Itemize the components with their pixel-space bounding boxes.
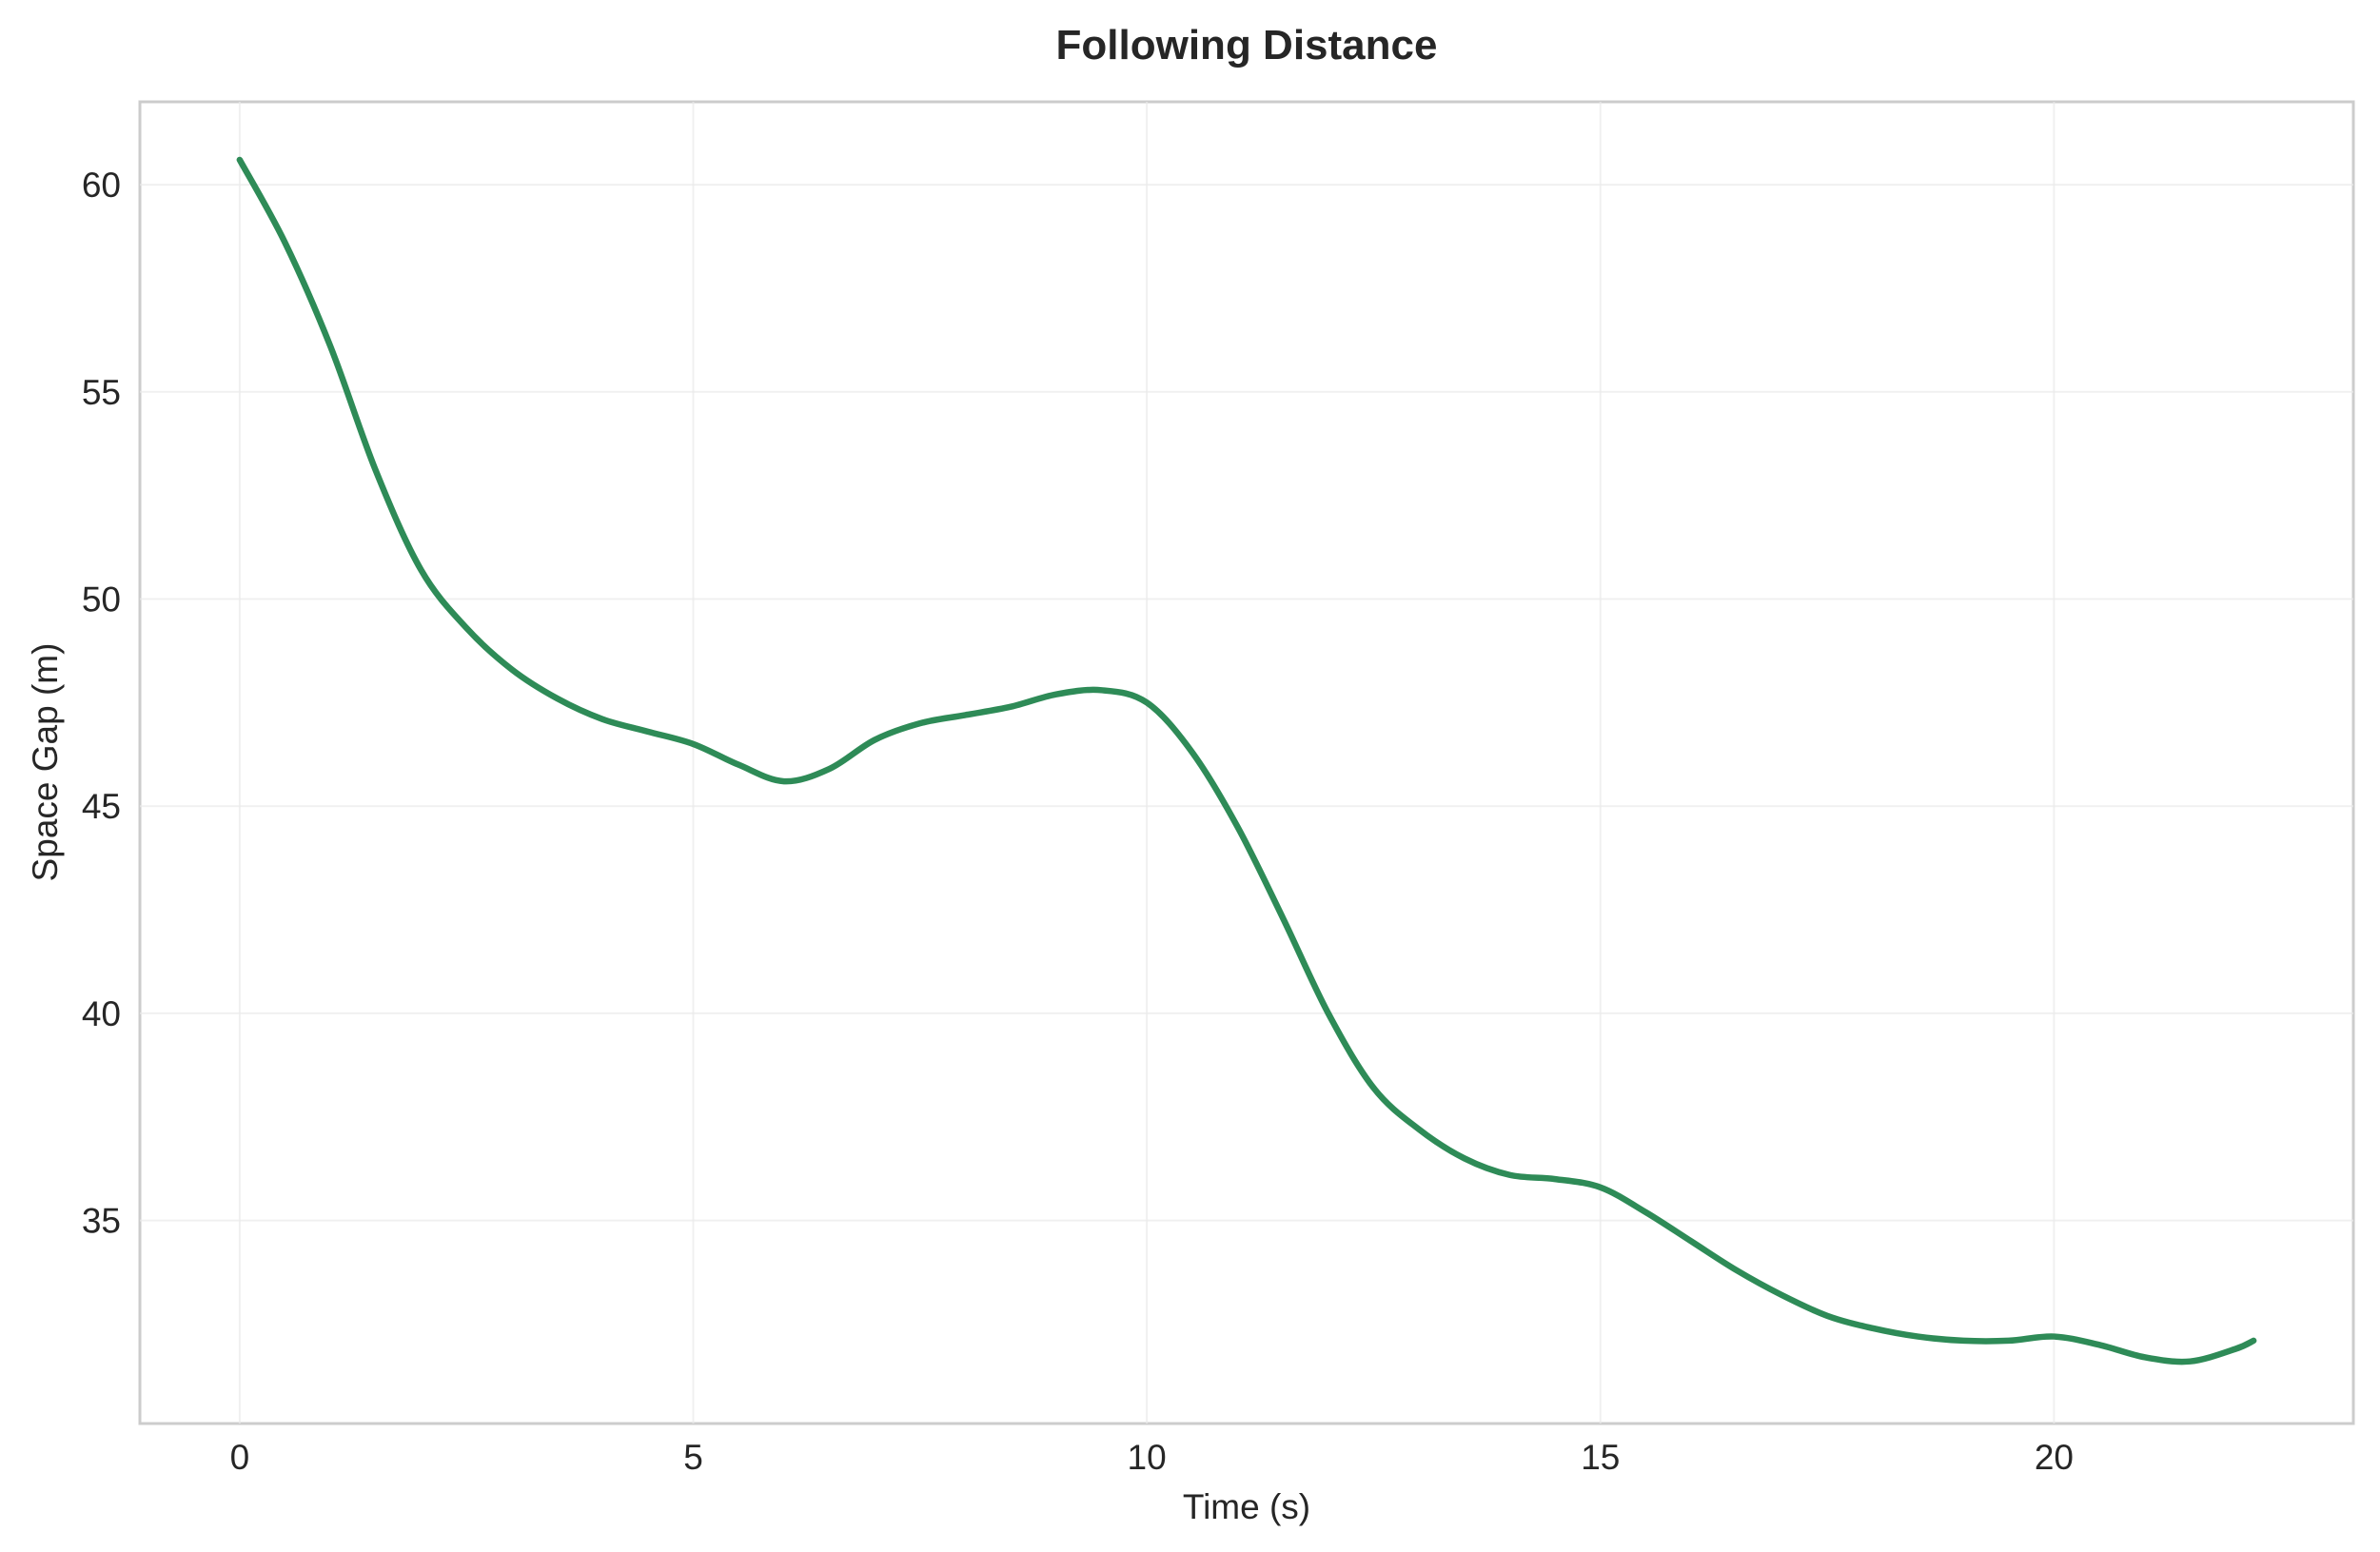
plot-area xyxy=(138,100,2355,1425)
y-tick-label: 40 xyxy=(82,994,121,1033)
space-gap-line xyxy=(236,156,2257,1365)
x-axis-label: Time (s) xyxy=(1183,1487,1310,1526)
x-tick-label: 10 xyxy=(1128,1438,1167,1477)
y-tick-label: 60 xyxy=(82,166,121,205)
x-tick-label: 5 xyxy=(683,1438,703,1477)
y-tick-label: 50 xyxy=(82,580,121,619)
y-tick-label: 35 xyxy=(82,1202,121,1241)
x-tick-label: 0 xyxy=(230,1438,250,1477)
x-tick-label: 20 xyxy=(2035,1438,2074,1477)
x-tick-label: 15 xyxy=(1581,1438,1620,1477)
chart-title: Following Distance xyxy=(1056,22,1438,69)
y-axis-label: Space Gap (m) xyxy=(26,643,65,882)
grid xyxy=(140,102,2353,1424)
series xyxy=(236,156,2257,1365)
y-tick-label: 55 xyxy=(82,373,121,412)
y-tick-label: 45 xyxy=(82,787,121,826)
tick-labels: 0 5 10 15 20 35 40 45 50 55 60 xyxy=(82,166,2074,1477)
